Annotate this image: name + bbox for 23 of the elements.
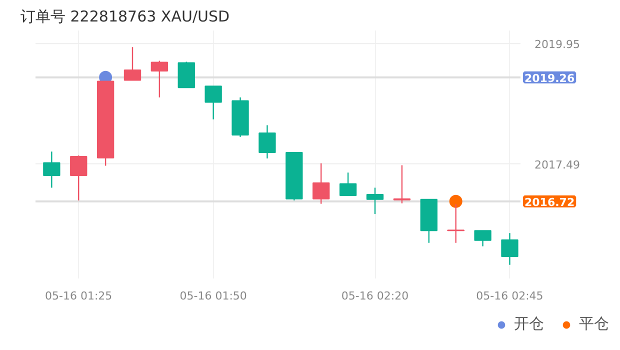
- x-tick-label: 05-16 02:45: [476, 290, 544, 302]
- ref-line-label: 2019.26: [524, 72, 575, 85]
- candlestick: [124, 46, 142, 81]
- candlestick: [474, 230, 492, 247]
- candlestick: [312, 162, 330, 204]
- x-tick-label: 05-16 02:20: [341, 290, 409, 302]
- x-tick-label: 05-16 01:25: [45, 290, 112, 302]
- candlestick: [150, 60, 168, 98]
- legend-label: 开仓: [514, 314, 544, 334]
- chart-title: 订单号 222818763 XAU/USD: [20, 8, 230, 26]
- candlestick: [366, 187, 384, 215]
- candlestick: [70, 154, 88, 201]
- candlestick: [204, 86, 222, 120]
- candlestick: [43, 150, 60, 188]
- candlestick: [393, 164, 411, 204]
- y-tick-label: 2017.49: [534, 158, 580, 172]
- y-tick-label: 2019.95: [534, 38, 580, 52]
- candlestick: [501, 232, 518, 266]
- ref-line-label: 2016.72: [524, 196, 575, 209]
- x-tick-label: 05-16 01:50: [180, 290, 247, 302]
- candlestick: [258, 124, 276, 160]
- candlestick: [339, 172, 357, 196]
- legend-label: 平仓: [579, 314, 609, 334]
